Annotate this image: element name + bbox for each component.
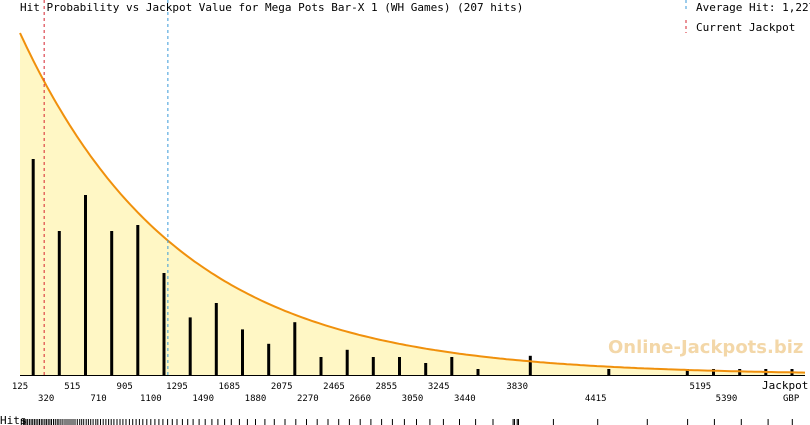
x-tick-label: 3830 (506, 382, 528, 392)
x-tick-label: 1295 (166, 382, 188, 392)
x-tick-label: 125 (12, 382, 28, 392)
hit-bar (84, 195, 87, 375)
x-tick-label: 2660 (349, 394, 371, 404)
hit-bar (136, 225, 140, 375)
hit-bar (424, 363, 428, 375)
x-tick-label: 1490 (192, 394, 214, 404)
hit-bar (57, 231, 61, 375)
hit-bar (241, 329, 244, 375)
hit-bar (345, 349, 349, 375)
hit-bar (319, 357, 323, 375)
hit-bar (31, 159, 35, 375)
x-tick-label: 3050 (402, 394, 424, 404)
average-hit-legend-label: Average Hit: 1,227 (696, 1, 810, 14)
x-tick-label: 2075 (271, 382, 293, 392)
x-tick-label: 320 (38, 394, 54, 404)
current-jackpot-legend-label: Current Jackpot (696, 21, 795, 34)
hit-bar (162, 273, 166, 375)
x-tick-label: 2270 (297, 394, 319, 404)
hit-bar (293, 322, 297, 375)
hit-bar (450, 357, 454, 375)
x-tick-label: 710 (90, 394, 106, 404)
chart-title: Hit Probability vs Jackpot Value for Meg… (20, 1, 523, 14)
x-tick-label: 2465 (323, 382, 345, 392)
hit-bar (214, 303, 218, 375)
probability-area (20, 33, 805, 375)
x-tick-label: 1100 (140, 394, 162, 404)
x-tick-label: 4415 (585, 394, 607, 404)
hit-bar (712, 369, 715, 375)
watermark: Online-Jackpots.biz (608, 337, 803, 358)
hit-bar (110, 231, 114, 375)
x-tick-label: 3245 (428, 382, 450, 392)
x-tick-label: 905 (117, 382, 133, 392)
x-axis-label: Jackpot, (762, 379, 810, 392)
x-tick-label: 3440 (454, 394, 476, 404)
hit-bar (398, 357, 401, 375)
hit-bar (371, 357, 375, 375)
x-tick-label: 1880 (245, 394, 267, 404)
hit-bar (476, 369, 480, 375)
plot-area: 125 515 905 1295 1685 2075 2465 2855 3245 3830 519… (12, 0, 806, 425)
x-axis-unit: GBP (783, 394, 800, 404)
probability-curve (19, 32, 806, 374)
hit-bar (528, 355, 532, 375)
hit-bar (267, 343, 271, 375)
hit-bar (188, 317, 192, 375)
hit-bar (607, 369, 611, 375)
x-tick-label: 5195 (689, 382, 711, 392)
x-tick-label: 515 (64, 382, 80, 392)
hit-bar (685, 369, 689, 375)
hits-label: Hits (0, 414, 27, 425)
x-tick-label: 5390 (716, 394, 738, 404)
x-tick-label: 1685 (218, 382, 240, 392)
x-tick-label: 2855 (375, 382, 397, 392)
